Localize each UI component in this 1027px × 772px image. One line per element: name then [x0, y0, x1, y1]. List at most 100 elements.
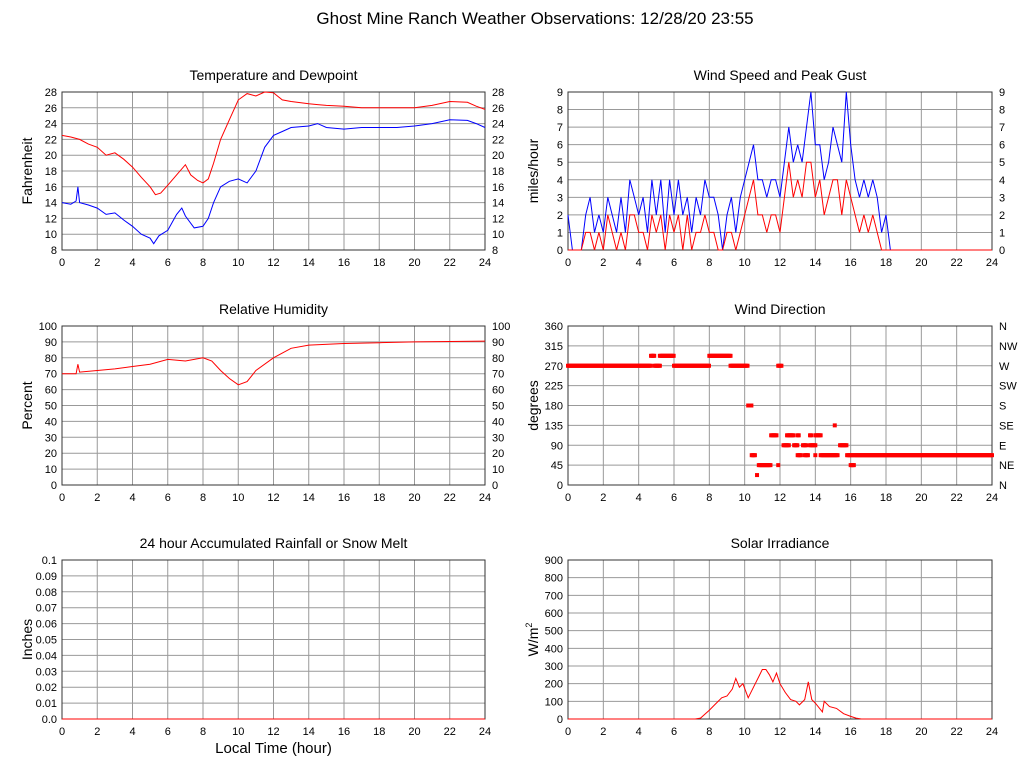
y-tick-label: 225 [545, 381, 563, 393]
rain-panel: 24 hour Accumulated Rainfall or Snow Mel… [19, 535, 491, 757]
y-tick-label: 6 [557, 140, 563, 152]
y-tick-label: 0.05 [36, 635, 57, 647]
y-tick-label: 600 [545, 608, 563, 620]
y-tick-label: 8 [557, 105, 563, 117]
wind-marks [567, 91, 992, 251]
x-tick-label: 4 [636, 726, 642, 738]
x-tick-label: 24 [986, 492, 998, 504]
direction-point [671, 353, 676, 358]
y-tick-label: 20 [45, 448, 57, 460]
rain-title: 24 hour Accumulated Rainfall or Snow Mel… [140, 535, 408, 551]
y-tick-label: 22 [45, 134, 57, 146]
y-tick-label: 9 [557, 87, 563, 99]
direction-point [813, 443, 818, 448]
right-tick-label: 14 [492, 198, 504, 210]
y-tick-label: 2 [557, 210, 563, 222]
y-tick-label: 8 [51, 245, 57, 257]
y-tick-label: 180 [545, 401, 563, 413]
plot-frame [61, 325, 486, 486]
x-tick-label: 14 [809, 492, 821, 504]
x-tick-label: 4 [129, 257, 135, 269]
y-tick-label: 900 [545, 555, 563, 567]
right-tick-label: 50 [492, 401, 504, 413]
direction-point [832, 423, 837, 428]
direction-point [798, 453, 803, 458]
x-tick-label: 18 [880, 492, 892, 504]
y-tick-label: 1 [557, 227, 563, 239]
right-tick-label: 26 [492, 103, 504, 115]
plot-frame [567, 91, 993, 251]
plot-frame [61, 91, 486, 251]
x-tick-label: 0 [59, 726, 65, 738]
y-tick-label: 135 [545, 420, 563, 432]
direction-point [791, 433, 796, 438]
series-temperature [61, 91, 486, 196]
x-tick-label: 8 [200, 726, 206, 738]
y-tick-label: 800 [545, 573, 563, 585]
direction-point [795, 443, 800, 448]
x-tick-label: 16 [338, 257, 350, 269]
y-tick-label: 300 [545, 661, 563, 673]
y-tick-label: 0 [557, 714, 563, 726]
x-tick-label: 10 [232, 726, 244, 738]
right-tick-label: 22 [492, 134, 504, 146]
y-tick-label: 0 [557, 245, 563, 257]
right-tick-label: 20 [492, 150, 504, 162]
x-tick-label: 24 [986, 726, 998, 738]
direction-point [779, 363, 784, 368]
x-tick-label: 8 [706, 492, 712, 504]
x-tick-label: 16 [845, 492, 857, 504]
y-tick-label: 100 [39, 321, 57, 333]
dir-title: Wind Direction [734, 301, 825, 317]
right-tick-label: 12 [492, 213, 504, 225]
x-tick-label: 10 [739, 726, 751, 738]
y-tick-label: 3 [557, 192, 563, 204]
x-tick-label: 14 [809, 726, 821, 738]
right-tick-label: 2 [999, 210, 1005, 222]
y-tick-label: 7 [557, 122, 563, 134]
x-tick-label: 4 [129, 492, 135, 504]
y-tick-label: 315 [545, 341, 563, 353]
x-tick-label: 0 [565, 492, 571, 504]
y-tick-label: 0 [51, 480, 57, 492]
wind-ylabel: miles/hour [525, 138, 541, 203]
right-tick-label: 3 [999, 192, 1005, 204]
x-tick-label: 22 [444, 492, 456, 504]
x-tick-label: 2 [600, 492, 606, 504]
right-tick-label: E [999, 440, 1006, 452]
x-tick-label: 22 [951, 257, 963, 269]
y-tick-label: 28 [45, 87, 57, 99]
x-tick-label: 20 [915, 492, 927, 504]
y-tick-label: 0.02 [36, 682, 57, 694]
right-tick-label: 30 [492, 432, 504, 444]
x-tick-label: 20 [408, 257, 420, 269]
y-tick-label: 60 [45, 385, 57, 397]
x-tick-label: 10 [232, 492, 244, 504]
x-tick-label: 20 [408, 492, 420, 504]
main-title: Ghost Mine Ranch Weather Observations: 1… [316, 9, 754, 28]
direction-point [749, 403, 754, 408]
temp-panel: Temperature and Dewpoint 8 8 10 10 12 12 14 14 16… [19, 67, 504, 269]
y-tick-label: 10 [45, 464, 57, 476]
x-tick-label: 12 [774, 257, 786, 269]
y-tick-label: 5 [557, 157, 563, 169]
right-tick-label: 8 [492, 245, 498, 257]
right-tick-label: 70 [492, 369, 504, 381]
solar-title: Solar Irradiance [731, 535, 830, 551]
right-tick-label: 90 [492, 337, 504, 349]
x-tick-label: 24 [986, 257, 998, 269]
right-tick-label: 10 [492, 464, 504, 476]
right-tick-label: 40 [492, 416, 504, 428]
right-tick-label: 10 [492, 229, 504, 241]
direction-point [768, 463, 773, 468]
x-tick-label: 2 [600, 726, 606, 738]
right-tick-label: 4 [999, 175, 1005, 187]
rh-ylabel: Percent [19, 381, 35, 429]
rh-marks [62, 340, 486, 386]
rain-ylabel: Inches [19, 619, 35, 660]
direction-point [706, 363, 711, 368]
y-tick-label: 90 [45, 337, 57, 349]
x-axis-label: Local Time (hour) [215, 740, 332, 757]
